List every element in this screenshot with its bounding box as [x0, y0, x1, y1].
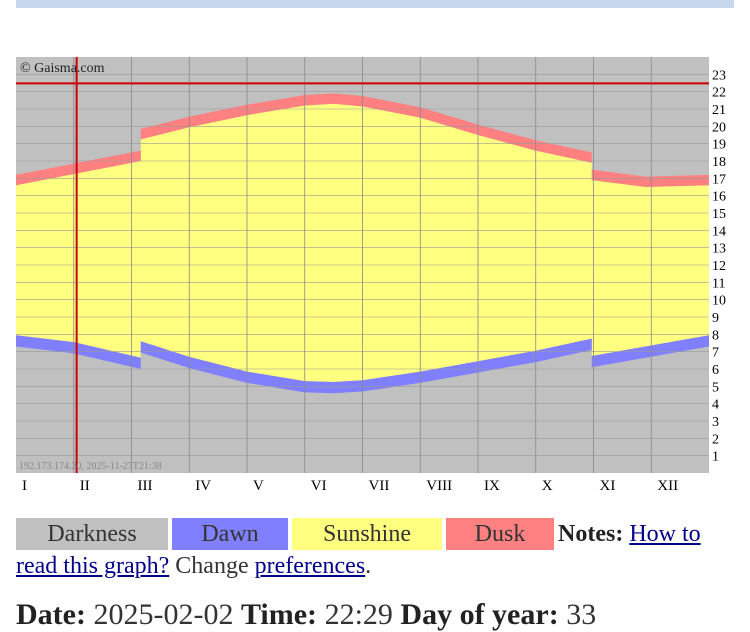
- time: 22:29: [324, 598, 393, 631]
- y-tick-label: 23: [712, 68, 726, 83]
- y-tick-label: 2: [712, 432, 719, 447]
- y-tick-label: 8: [712, 328, 719, 343]
- x-tick-label: IX: [484, 478, 500, 494]
- y-tick-label: 16: [712, 190, 726, 205]
- legend-item: Darkness: [16, 518, 168, 550]
- y-tick-label: 13: [712, 242, 726, 257]
- date: 2025-02-02: [93, 598, 234, 631]
- legend-item: Dusk: [446, 518, 554, 550]
- time-label: Time:: [240, 598, 318, 631]
- y-tick-label: 18: [712, 155, 726, 170]
- legend-notes: Darkness Dawn Sunshine Dusk Notes: How to re…: [16, 518, 741, 582]
- info-line: Date: 2025-02-02 Time: 22:29 Day of year…: [16, 598, 596, 632]
- page: 1 2 3 4 5 6 7 8 9 10 11 12 13 14 15 16 17 18 19 20 21 22 23 I II…: [16, 0, 741, 631]
- change-text: Change: [175, 553, 249, 579]
- y-tick-label: 20: [712, 120, 726, 135]
- x-tick-label: VII: [369, 478, 390, 494]
- x-tick-label: VIII: [426, 478, 452, 494]
- y-tick-label: 15: [712, 207, 726, 222]
- x-tick-label: II: [80, 478, 90, 494]
- y-tick-label: 17: [712, 172, 726, 187]
- y-tick-label: 21: [712, 103, 726, 118]
- y-tick-label: 19: [712, 138, 726, 153]
- period: .: [365, 553, 372, 579]
- x-tick-label: V: [253, 478, 264, 494]
- y-tick-label: 1: [712, 450, 719, 465]
- y-tick-label: 22: [712, 86, 726, 101]
- y-tick-label: 11: [712, 276, 725, 291]
- y-tick-label: 9: [712, 311, 719, 326]
- y-tick-label: 4: [712, 398, 719, 413]
- x-tick-label: XI: [600, 478, 616, 494]
- legend-item: Sunshine: [292, 518, 442, 550]
- notes-link[interactable]: How to read this graph?: [16, 521, 701, 579]
- y-tick-label: 12: [712, 259, 726, 274]
- credit: © Gaisma.com: [20, 61, 105, 76]
- x-tick-label: I: [22, 478, 27, 494]
- y-tick-label: 5: [712, 380, 719, 395]
- x-tick-label: VI: [311, 478, 327, 494]
- notes-label: Notes:: [558, 521, 624, 547]
- y-tick-label: 3: [712, 415, 719, 430]
- doy-label: Day of year:: [400, 598, 559, 631]
- doy: 33: [566, 598, 597, 631]
- footer-stamp: 192.173.174.20, 2025-11-27T21:38: [19, 461, 162, 472]
- y-tick-label: 10: [712, 294, 726, 309]
- top-bar: [16, 0, 734, 8]
- legend-item: Dawn: [172, 518, 288, 550]
- x-tick-label: III: [138, 478, 153, 494]
- preferences-link[interactable]: preferences: [254, 553, 366, 579]
- x-tick-label: X: [542, 478, 553, 494]
- x-tick-label: IV: [195, 478, 211, 494]
- y-tick-label: 6: [712, 363, 719, 378]
- y-tick-label: 7: [712, 346, 719, 361]
- legend: Darkness Dawn Sunshine Dusk: [16, 518, 558, 550]
- x-tick-label: XII: [657, 478, 678, 494]
- y-tick-label: 14: [712, 224, 726, 239]
- date-label: Date:: [16, 598, 86, 631]
